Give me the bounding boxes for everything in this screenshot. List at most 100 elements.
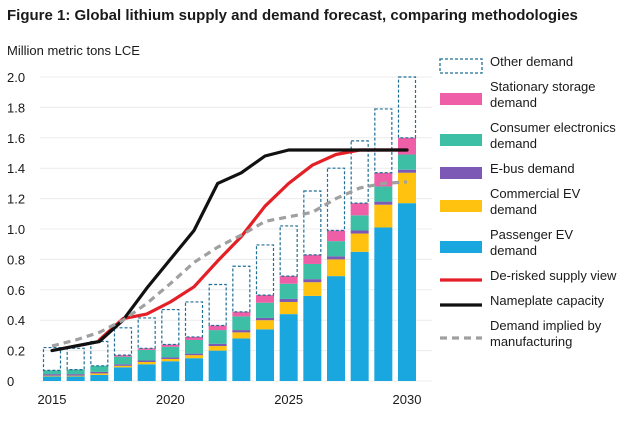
- bar-segment-passenger-ev-demand: [279, 314, 298, 381]
- bar-segment-other-demand: [208, 283, 227, 327]
- bar-segment-consumer-electronics-demand: [137, 349, 156, 361]
- bar-segment-passenger-ev-demand: [161, 361, 180, 381]
- bar-segment-other-demand: [66, 347, 85, 371]
- bar-segment-other-demand: [326, 167, 346, 232]
- bar-segment-commercial-ev-demand: [256, 320, 274, 330]
- chart-title: Figure 1: Global lithium supply and dema…: [7, 7, 578, 24]
- bar-segment-passenger-ev-demand: [43, 376, 61, 381]
- bar-segment-e-bus-demand: [185, 353, 203, 356]
- bar-segment-stationary-storage-demand: [398, 137, 416, 155]
- bar-segment-commercial-ev-demand: [43, 375, 61, 377]
- bar-segment-stationary-storage-demand: [303, 254, 322, 264]
- bar-segment-other-demand: [161, 308, 180, 346]
- bar-segment-other-demand: [350, 140, 369, 204]
- y-axis-ticks: 0 0.2 0.4 0.6 0.8 1.0 1.2 1.4 1.6 1.8 2.0: [7, 70, 25, 389]
- bar-segment-passenger-ev-demand: [90, 374, 109, 381]
- y-tick-label: 1.8: [7, 100, 25, 115]
- bar-segment-other-demand: [303, 190, 322, 256]
- x-tick-label: 2030: [393, 392, 422, 407]
- bar-segment-consumer-electronics-demand: [327, 241, 345, 257]
- legend-label-stationary-storage-demand: demand: [490, 95, 537, 110]
- legend-label-commercial-ev-demand: demand: [490, 202, 537, 217]
- bar-segment-commercial-ev-demand: [374, 204, 393, 228]
- y-tick-label: 0.2: [7, 344, 25, 359]
- bar-segment-other-demand: [255, 244, 275, 296]
- bar-segment-commercial-ev-demand: [279, 301, 298, 315]
- bar-segment-passenger-ev-demand: [185, 358, 203, 381]
- bar-segment-consumer-electronics-demand: [398, 154, 416, 170]
- y-tick-label: 1.4: [7, 161, 25, 176]
- bar-segment-stationary-storage-demand: [279, 276, 298, 284]
- bar-segment-e-bus-demand: [327, 256, 345, 260]
- bar-segment-other-demand: [397, 76, 417, 139]
- bar-segment-e-bus-demand: [90, 371, 109, 374]
- legend-marker-other-demand: [439, 58, 483, 74]
- legend-label-other-demand: Other demand: [490, 54, 573, 69]
- bar-segment-consumer-electronics-demand: [114, 356, 132, 365]
- legend-label-consumer-electronics-demand: demand: [490, 136, 537, 151]
- bar-segment-stationary-storage-demand: [256, 295, 274, 303]
- bar-segment-e-bus-demand: [43, 374, 61, 376]
- bar-segment-stationary-storage-demand: [374, 172, 393, 187]
- gridlines: [40, 76, 432, 382]
- y-tick-label: 0.8: [7, 252, 25, 267]
- legend-marker-passenger-ev-demand: [440, 241, 482, 253]
- y-tick-label: 1.0: [7, 222, 25, 237]
- bar-segment-consumer-electronics-demand: [350, 215, 369, 231]
- bar-segment-consumer-electronics-demand: [66, 369, 85, 375]
- line-demand-implied-by-manufacturing: [51, 180, 408, 348]
- x-axis-ticks: 2015 2020 2025 2030: [38, 392, 422, 407]
- bar-segment-passenger-ev-demand: [137, 364, 156, 381]
- bar-segment-commercial-ev-demand: [137, 362, 156, 365]
- bar-segment-commercial-ev-demand: [208, 346, 227, 351]
- y-tick-label: 0.4: [7, 313, 25, 328]
- bar-segment-consumer-electronics-demand: [279, 283, 298, 299]
- bar-segment-other-demand: [374, 108, 393, 174]
- bar-segment-passenger-ev-demand: [350, 251, 369, 381]
- legend-label-e-bus-demand: E-bus demand: [490, 161, 575, 176]
- bar-segment-passenger-ev-demand: [66, 376, 85, 381]
- bar-segment-stationary-storage-demand: [185, 336, 203, 340]
- bar-segment-commercial-ev-demand: [398, 172, 416, 204]
- bar-segment-passenger-ev-demand: [232, 338, 251, 381]
- bar-segment-consumer-electronics-demand: [232, 316, 251, 331]
- x-tick-label: 2020: [156, 392, 185, 407]
- y-tick-label: 1.2: [7, 192, 25, 207]
- bar-segment-consumer-electronics-demand: [43, 370, 61, 375]
- y-axis-label: Million metric tons LCE: [7, 43, 140, 58]
- legend-marker-stationary-storage-demand: [440, 93, 482, 105]
- legend-label-nameplate-capacity: Nameplate capacity: [490, 293, 605, 308]
- bar-segment-consumer-electronics-demand: [374, 186, 393, 202]
- bar-segment-e-bus-demand: [398, 169, 416, 173]
- bar-segment-stationary-storage-demand: [208, 325, 227, 331]
- bar-segment-stationary-storage-demand: [137, 348, 156, 350]
- bar-segment-stationary-storage-demand: [327, 230, 345, 242]
- bar-segment-passenger-ev-demand: [256, 329, 274, 381]
- bar-segment-consumer-electronics-demand: [161, 346, 180, 358]
- legend-label-commercial-ev-demand: Commercial EV: [490, 186, 581, 201]
- bar-segment-other-demand: [90, 340, 109, 367]
- bar-segment-passenger-ev-demand: [114, 367, 132, 381]
- bar-segment-passenger-ev-demand: [327, 276, 345, 381]
- legend-marker-commercial-ev-demand: [440, 200, 482, 212]
- bar-segment-e-bus-demand: [161, 357, 180, 359]
- bar-segment-consumer-electronics-demand: [303, 263, 322, 280]
- bar-segment-e-bus-demand: [256, 317, 274, 321]
- y-tick-label: 0.6: [7, 283, 25, 298]
- bar-segment-e-bus-demand: [279, 298, 298, 302]
- bar-segment-commercial-ev-demand: [66, 375, 85, 377]
- bar-segment-commercial-ev-demand: [161, 358, 180, 362]
- legend-marker-consumer-electronics-demand: [440, 134, 482, 146]
- bar-segment-e-bus-demand: [137, 360, 156, 362]
- bar-segment-consumer-electronics-demand: [256, 302, 274, 318]
- bar-segment-other-demand: [232, 265, 251, 313]
- bar-segment-commercial-ev-demand: [350, 233, 369, 252]
- bar-segment-commercial-ev-demand: [232, 332, 251, 339]
- legend-label-passenger-ev-demand: Passenger EV: [490, 227, 573, 242]
- bar-segment-e-bus-demand: [232, 330, 251, 333]
- bar-segment-commercial-ev-demand: [185, 355, 203, 359]
- legend-label-passenger-ev-demand: demand: [490, 243, 537, 258]
- bar-segment-stationary-storage-demand: [350, 203, 369, 216]
